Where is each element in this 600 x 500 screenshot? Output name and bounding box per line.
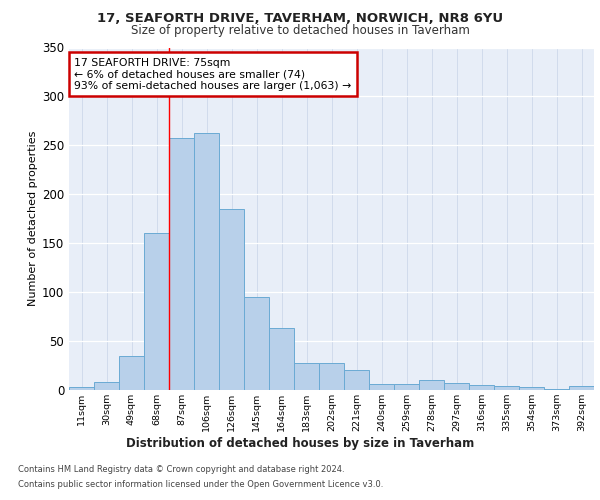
Bar (394, 384, 419, 390)
Text: 17 SEAFORTH DRIVE: 75sqm
← 6% of detached houses are smaller (74)
93% of semi-de: 17 SEAFORTH DRIVE: 75sqm ← 6% of detache… (74, 58, 352, 91)
Bar (119, 356, 144, 390)
Text: Contains HM Land Registry data © Crown copyright and database right 2024.: Contains HM Land Registry data © Crown c… (18, 465, 344, 474)
Bar (269, 328, 294, 390)
Bar (94, 382, 119, 390)
Text: Contains public sector information licensed under the Open Government Licence v3: Contains public sector information licen… (18, 480, 383, 489)
Bar (169, 138, 194, 390)
Bar (419, 380, 444, 390)
Bar (569, 386, 594, 390)
Bar (544, 389, 569, 390)
Bar (444, 383, 469, 390)
Bar (219, 209, 244, 390)
Bar (194, 132, 219, 390)
Bar (344, 370, 369, 390)
Bar (469, 385, 494, 390)
Bar (319, 362, 344, 390)
Bar (294, 362, 319, 390)
Text: Distribution of detached houses by size in Taverham: Distribution of detached houses by size … (126, 438, 474, 450)
Text: Size of property relative to detached houses in Taverham: Size of property relative to detached ho… (131, 24, 469, 37)
Bar (144, 234, 169, 390)
Y-axis label: Number of detached properties: Number of detached properties (28, 131, 38, 306)
Text: 17, SEAFORTH DRIVE, TAVERHAM, NORWICH, NR8 6YU: 17, SEAFORTH DRIVE, TAVERHAM, NORWICH, N… (97, 12, 503, 24)
Bar (369, 384, 394, 390)
Bar (69, 387, 94, 390)
Bar (494, 386, 519, 390)
Bar (244, 297, 269, 390)
Bar (519, 387, 544, 390)
